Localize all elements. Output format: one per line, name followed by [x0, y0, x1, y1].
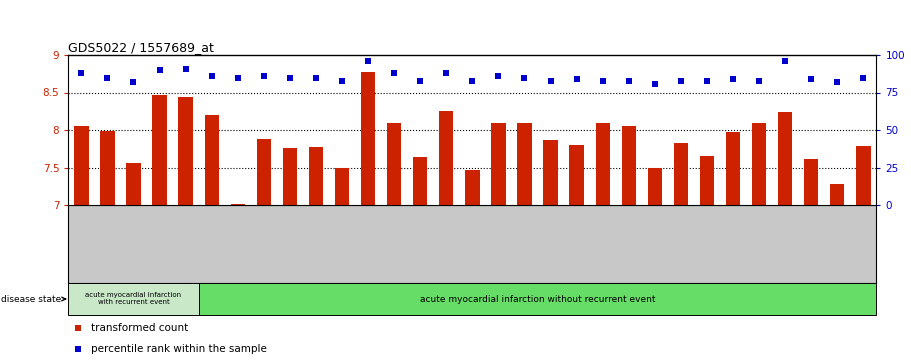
- Bar: [439, 111, 454, 205]
- Point: [700, 78, 714, 83]
- Bar: [621, 126, 636, 205]
- Bar: [804, 159, 818, 205]
- Bar: [309, 147, 323, 205]
- Bar: [778, 112, 793, 205]
- Point: [621, 78, 636, 83]
- Point: [309, 74, 323, 80]
- Bar: [387, 122, 402, 205]
- Point: [543, 78, 558, 83]
- Bar: [413, 157, 427, 205]
- Point: [856, 74, 871, 80]
- Bar: [726, 132, 740, 205]
- Bar: [74, 126, 88, 205]
- Point: [361, 58, 375, 64]
- Bar: [282, 148, 297, 205]
- Point: [413, 78, 427, 83]
- Point: [491, 73, 506, 79]
- Point: [596, 78, 610, 83]
- Point: [179, 66, 193, 72]
- Text: percentile rank within the sample: percentile rank within the sample: [91, 344, 267, 354]
- Bar: [517, 122, 532, 205]
- Point: [71, 326, 86, 331]
- Bar: [335, 167, 349, 205]
- Point: [439, 70, 454, 76]
- Text: acute myocardial infarction
with recurrent event: acute myocardial infarction with recurre…: [86, 293, 181, 306]
- Bar: [127, 163, 140, 205]
- Point: [204, 73, 219, 79]
- Point: [752, 78, 766, 83]
- Text: acute myocardial infarction without recurrent event: acute myocardial infarction without recu…: [420, 294, 655, 303]
- Bar: [856, 147, 871, 205]
- Bar: [491, 122, 506, 205]
- Bar: [466, 170, 479, 205]
- Bar: [752, 122, 766, 205]
- Bar: [830, 184, 844, 205]
- Bar: [543, 140, 558, 205]
- Point: [673, 78, 688, 83]
- Point: [569, 76, 584, 82]
- Bar: [199, 283, 876, 315]
- Bar: [152, 95, 167, 205]
- Bar: [100, 131, 115, 205]
- Bar: [596, 123, 609, 205]
- Bar: [569, 145, 584, 205]
- Point: [71, 346, 86, 351]
- Point: [387, 70, 402, 76]
- Text: GDS5022 / 1557689_at: GDS5022 / 1557689_at: [68, 41, 214, 54]
- Point: [517, 74, 532, 80]
- Bar: [68, 283, 199, 315]
- Point: [127, 79, 141, 85]
- Bar: [205, 115, 219, 205]
- Point: [152, 67, 167, 73]
- Bar: [648, 167, 662, 205]
- Bar: [700, 156, 714, 205]
- Bar: [257, 139, 271, 205]
- Text: transformed count: transformed count: [91, 323, 189, 334]
- Point: [74, 70, 88, 76]
- Point: [282, 74, 297, 80]
- Bar: [230, 204, 245, 205]
- Bar: [361, 72, 375, 205]
- Point: [334, 78, 349, 83]
- Point: [465, 78, 479, 83]
- Point: [726, 76, 741, 82]
- Point: [804, 76, 818, 82]
- Point: [648, 81, 662, 86]
- Point: [778, 58, 793, 64]
- Bar: [674, 143, 688, 205]
- Text: disease state: disease state: [2, 294, 66, 303]
- Point: [830, 79, 844, 85]
- Point: [100, 74, 115, 80]
- Point: [257, 73, 271, 79]
- Bar: [179, 97, 193, 205]
- Point: [230, 74, 245, 80]
